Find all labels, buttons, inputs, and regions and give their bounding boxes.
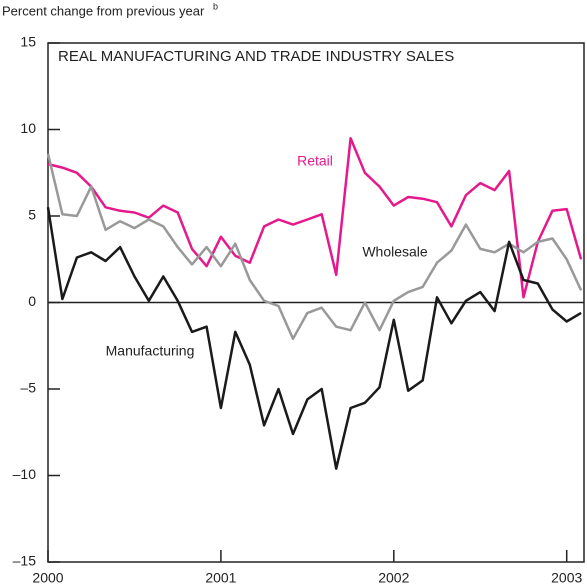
series-label: Retail	[297, 153, 333, 169]
series-label: Manufacturing	[106, 343, 195, 359]
y-tick-label: 0	[28, 293, 36, 309]
x-tick-label: 2003	[551, 570, 582, 586]
series-line	[46, 153, 583, 341]
y-tick-label: –10	[13, 466, 37, 482]
footnote-marker: b	[213, 1, 218, 11]
y-tick-label: –15	[13, 553, 37, 569]
series-line	[46, 207, 582, 470]
y-tick-label: –5	[20, 380, 36, 396]
y-tick-label: 15	[20, 34, 36, 50]
y-tick-label: 10	[20, 120, 36, 136]
chart-title: REAL MANUFACTURING AND TRADE INDUSTRY SA…	[58, 48, 454, 65]
y-axis-label: Percent change from previous year	[2, 3, 205, 18]
series-label: Wholesale	[362, 244, 428, 260]
series-line	[47, 136, 583, 299]
x-tick-label: 2000	[32, 570, 63, 586]
y-tick-label: 5	[28, 207, 36, 223]
x-tick-label: 2001	[205, 570, 236, 586]
x-tick-label: 2002	[378, 570, 409, 586]
